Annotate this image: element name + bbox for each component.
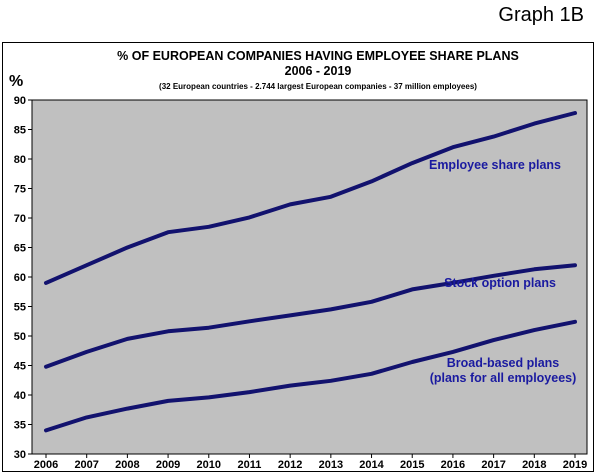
graph-number-label: Graph 1B <box>498 4 584 26</box>
y-tick-label: 85 <box>14 125 26 137</box>
x-tick-label: 2016 <box>441 459 465 471</box>
x-tick-label: 2011 <box>238 459 262 471</box>
x-tick-label: 2014 <box>359 459 384 471</box>
x-tick-label: 2008 <box>115 459 139 471</box>
x-tick-label: 2018 <box>522 459 546 471</box>
y-axis-label: % <box>9 73 23 90</box>
x-tick-label: 2015 <box>400 459 424 471</box>
y-tick-label: 90 <box>14 95 26 107</box>
y-tick-label: 60 <box>14 272 26 284</box>
y-tick-label: 40 <box>14 390 26 402</box>
series-label-1: Stock option plans <box>444 276 556 290</box>
series-line-0 <box>44 111 577 285</box>
series-label-2: Broad-based plans <box>447 356 560 370</box>
series-line-1 <box>44 263 577 369</box>
x-tick-label: 2013 <box>319 459 343 471</box>
chart-title: % OF EUROPEAN COMPANIES HAVING EMPLOYEE … <box>117 49 519 63</box>
line-chart: % OF EUROPEAN COMPANIES HAVING EMPLOYEE … <box>9 49 588 471</box>
series-line-2 <box>44 319 577 433</box>
series-label-0: Employee share plans <box>429 158 561 172</box>
chart-title-years: 2006 - 2019 <box>285 64 352 78</box>
x-tick-label: 2017 <box>481 459 505 471</box>
series-labels: Employee share plans Stock option plans Br… <box>429 158 576 385</box>
y-tick-label: 45 <box>14 361 26 373</box>
y-tick-label: 35 <box>14 420 26 432</box>
y-axis: 30 35 40 45 50 55 60 65 70 75 80 85 90 <box>14 95 32 461</box>
y-tick-label: 75 <box>14 184 26 196</box>
series-label-2: (plans for all employees) <box>430 371 577 385</box>
x-tick-label: 2006 <box>34 459 58 471</box>
y-tick-label: 70 <box>14 213 26 225</box>
series-layer <box>44 111 577 433</box>
x-tick-label: 2010 <box>197 459 221 471</box>
chart-subtitle: (32 European countries - 2.744 largest E… <box>159 82 477 91</box>
y-tick-label: 55 <box>14 302 26 314</box>
chart-frame: % OF EUROPEAN COMPANIES HAVING EMPLOYEE … <box>2 42 594 472</box>
x-tick-label: 2019 <box>563 459 587 471</box>
y-tick-label: 50 <box>14 331 26 343</box>
y-tick-label: 30 <box>14 449 26 461</box>
y-tick-label: 65 <box>14 243 26 255</box>
y-tick-label: 80 <box>14 154 26 166</box>
x-tick-label: 2007 <box>74 459 98 471</box>
x-tick-label: 2009 <box>156 459 180 471</box>
x-tick-label: 2012 <box>278 459 302 471</box>
x-axis: 2006 2007 2008 2009 2010 2011 2012 2013 2014 2015… <box>34 454 587 471</box>
